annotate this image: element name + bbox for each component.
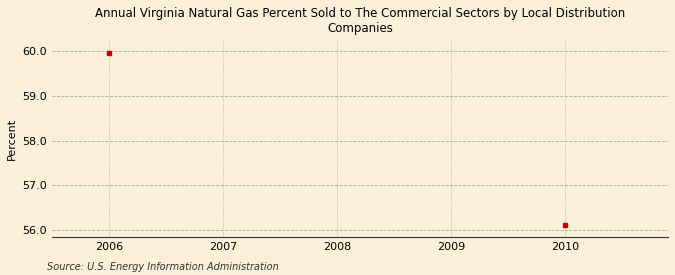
Y-axis label: Percent: Percent [7, 117, 17, 160]
Title: Annual Virginia Natural Gas Percent Sold to The Commercial Sectors by Local Dist: Annual Virginia Natural Gas Percent Sold… [95, 7, 625, 35]
Text: Source: U.S. Energy Information Administration: Source: U.S. Energy Information Administ… [47, 262, 279, 272]
